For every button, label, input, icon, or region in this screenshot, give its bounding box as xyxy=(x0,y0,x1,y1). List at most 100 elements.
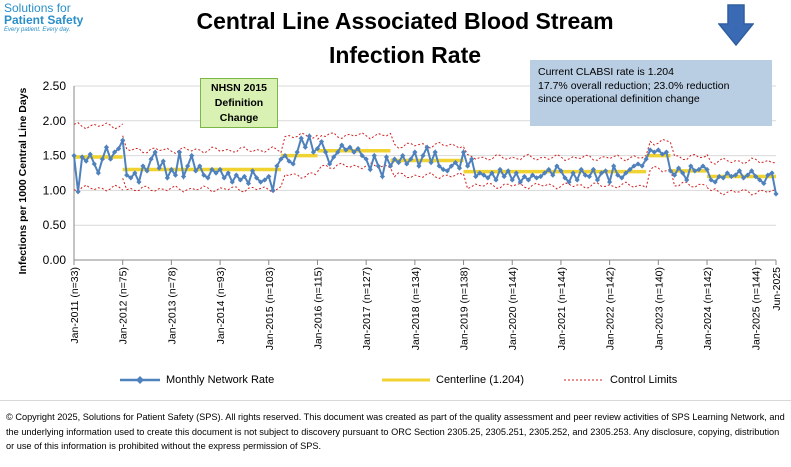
legend-limits-label: Control Limits xyxy=(610,374,678,386)
monthly-rate-point xyxy=(692,168,698,174)
info-box: Current CLABSI rate is 1.204 17.7% overa… xyxy=(530,60,772,126)
x-tick-label: Jan-2012 (n=75) xyxy=(118,267,130,344)
monthly-rate-point xyxy=(635,161,641,167)
y-tick-label: 0.50 xyxy=(43,218,67,232)
monthly-rate-point xyxy=(327,161,333,167)
upper-control-limit xyxy=(122,132,318,154)
monthly-rate-point xyxy=(83,158,89,164)
monthly-rate-point xyxy=(396,159,402,166)
monthly-rate-point xyxy=(619,175,625,181)
copyright-notice: © Copyright 2025, Solutions for Patient … xyxy=(6,412,785,451)
monthly-rate-point xyxy=(379,173,385,180)
monthly-rate-point xyxy=(116,146,122,152)
y-axis-title: Infections per 1000 Central Line Days xyxy=(17,87,29,274)
monthly-rate-point xyxy=(655,147,661,153)
monthly-rate-point xyxy=(233,172,239,178)
x-tick-label: Jan-2020 (n=144) xyxy=(507,267,519,350)
monthly-rate-point xyxy=(740,175,747,181)
y-tick-label: 1.00 xyxy=(43,183,67,197)
monthly-rate-point xyxy=(314,146,321,152)
monthly-rate-point xyxy=(217,166,223,173)
monthly-rate-point xyxy=(335,149,341,155)
x-tick-label: Jan-2021 (n=144) xyxy=(556,267,568,350)
monthly-rate-point xyxy=(270,187,276,193)
monthly-rate-point xyxy=(322,149,329,155)
monthly-rate-point xyxy=(213,170,219,176)
monthly-rate-point xyxy=(310,149,317,155)
monthly-rate-point xyxy=(120,137,126,143)
monthly-rate-point xyxy=(546,166,552,173)
monthly-rate-point xyxy=(505,168,511,174)
monthly-rate-point xyxy=(428,159,434,166)
monthly-rate-point xyxy=(517,179,523,185)
monthly-rate-point xyxy=(643,156,649,162)
monthly-rate-point xyxy=(404,161,410,167)
monthly-rate-point xyxy=(440,166,446,173)
monthly-rate-point xyxy=(558,168,564,174)
x-tick-label: Jan-2016 (n=115) xyxy=(312,267,324,349)
monthly-rate-point xyxy=(489,170,495,176)
monthly-rate-point xyxy=(594,177,601,183)
monthly-rate-point xyxy=(611,163,617,169)
y-tick-label: 2.50 xyxy=(43,79,67,93)
monthly-rate-point xyxy=(753,173,759,180)
nhsn-line3: Change xyxy=(219,112,259,124)
info-reduction: 17.7% overall reduction; 23.0% reduction xyxy=(538,79,730,92)
monthly-rate-point xyxy=(387,163,394,169)
monthly-rate-point xyxy=(400,153,406,159)
nhsn-line2: Definition xyxy=(214,97,264,109)
monthly-rate-point xyxy=(598,170,605,176)
monthly-rate-point xyxy=(651,149,657,155)
monthly-rate-point xyxy=(363,156,369,162)
monthly-rate-point xyxy=(704,166,710,173)
monthly-rate-point xyxy=(554,163,560,169)
legend-control-limits: Control Limits xyxy=(564,374,677,386)
monthly-rate-point xyxy=(448,163,454,169)
monthly-rate-point xyxy=(343,147,349,153)
monthly-rate-point xyxy=(193,168,199,174)
logo-line2: Patient Safety xyxy=(4,13,84,27)
monthly-rate-point xyxy=(647,147,653,153)
monthly-rate-point xyxy=(639,163,645,169)
x-tick-label: Jan-2011 (n=33) xyxy=(69,267,81,344)
chart-area: 0.00 0.50 1.00 1.50 2.00 2.50 Infections per 1… xyxy=(17,79,783,350)
monthly-rate-point xyxy=(416,163,422,169)
monthly-rate-point xyxy=(132,170,138,176)
x-tick-label: Jan-2023 (n=140) xyxy=(653,267,665,350)
monthly-rate-point xyxy=(294,149,300,155)
monthly-rate-point xyxy=(351,149,357,155)
monthly-rate-point xyxy=(412,149,418,155)
x-tick-label: Jan-2015 (n=103) xyxy=(264,267,276,350)
monthly-rate-point xyxy=(566,179,572,185)
monthly-rate-point xyxy=(355,146,361,152)
monthly-rate-point xyxy=(278,156,284,162)
monthly-rate-point xyxy=(156,165,162,171)
y-tick-label: 0.00 xyxy=(43,253,67,267)
monthly-rate-point xyxy=(680,170,686,176)
monthly-rate-point xyxy=(152,149,158,155)
monthly-rate-point xyxy=(75,189,81,195)
legend-monthly-rate: Monthly Network Rate xyxy=(120,374,274,386)
monthly-rate-point xyxy=(671,172,678,178)
monthly-rate-point xyxy=(757,177,763,183)
monthly-rate-point xyxy=(659,151,665,157)
info-current-rate: Current CLABSI rate is 1.204 xyxy=(538,66,674,78)
monthly-rate-point xyxy=(383,154,390,160)
monthly-rate-point xyxy=(262,177,268,183)
monthly-rate-point xyxy=(732,172,739,178)
upper-control-limit xyxy=(317,132,464,149)
monthly-rate-point xyxy=(140,163,146,169)
monthly-rate-point xyxy=(769,170,775,176)
monthly-rate-point xyxy=(525,177,532,183)
monthly-rate-point xyxy=(586,173,592,180)
x-tick-label: Jan-2013 (n=78) xyxy=(166,267,178,344)
legend-centerline-label: Centerline (1.204) xyxy=(436,374,525,386)
monthly-rate-line xyxy=(73,132,777,195)
lower-control-limit xyxy=(122,172,318,194)
monthly-rate-point xyxy=(513,170,519,176)
x-tick-label: Jan-2024 (n=142) xyxy=(702,267,714,350)
logo-line1: Solutions for xyxy=(4,1,71,15)
monthly-rate-point xyxy=(185,163,191,169)
monthly-rate-point xyxy=(391,156,398,162)
monthly-rate-point xyxy=(371,153,377,159)
